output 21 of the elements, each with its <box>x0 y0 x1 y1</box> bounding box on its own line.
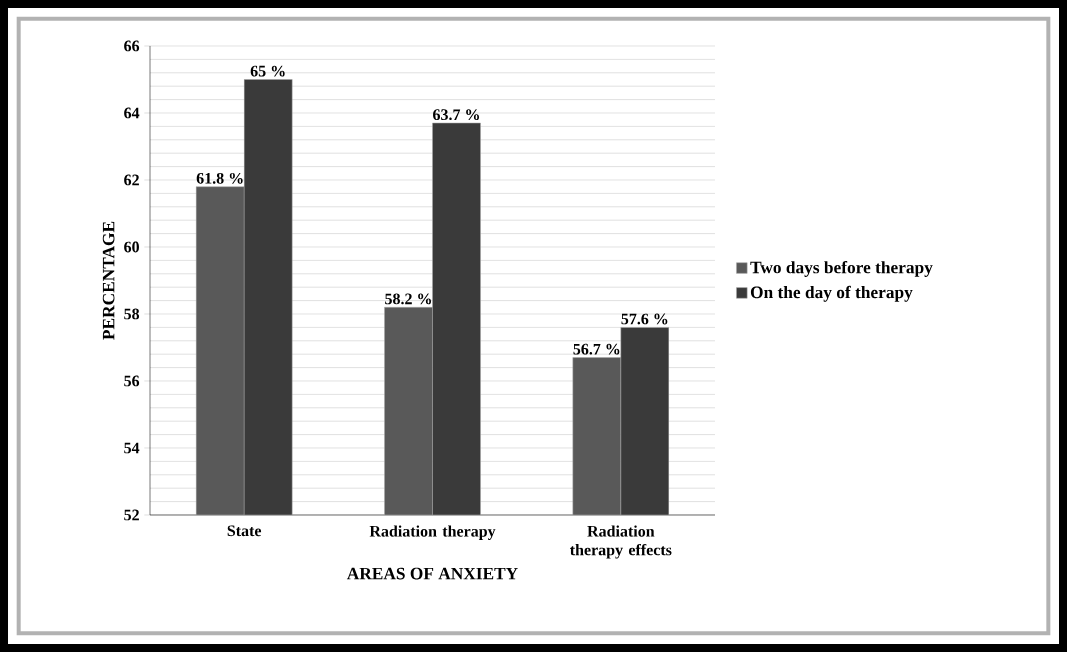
y-tick-label: 54 <box>124 442 140 454</box>
x-axis-title: AREAS OF ANXIETY <box>346 567 518 580</box>
x-tick-label: Radiation therapy effects <box>570 525 672 559</box>
y-tick-label: 60 <box>124 241 139 253</box>
data-label: 56.7 % <box>573 343 620 355</box>
y-tick-label: 58 <box>124 308 140 320</box>
data-label: 65 % <box>250 65 285 77</box>
y-tick-label: 66 <box>124 40 140 52</box>
data-label: 58.2 % <box>385 293 431 305</box>
legend-label: On the day of therapy <box>750 285 913 302</box>
legend-label: Two days before therapy <box>750 260 933 277</box>
y-tick-label: 64 <box>124 107 140 119</box>
x-tick-label: State <box>227 525 262 537</box>
y-tick-label: 56 <box>124 375 140 387</box>
data-label: 61.8 % <box>196 172 243 184</box>
data-label: 57.6 % <box>621 313 668 325</box>
y-tick-label: 52 <box>124 509 139 521</box>
y-tick-label: 62 <box>124 174 139 186</box>
x-tick-label: Radiation therapy <box>369 525 496 540</box>
y-axis-title: PERCENTAGE <box>102 221 115 340</box>
data-label: 63.7 % <box>433 109 479 121</box>
